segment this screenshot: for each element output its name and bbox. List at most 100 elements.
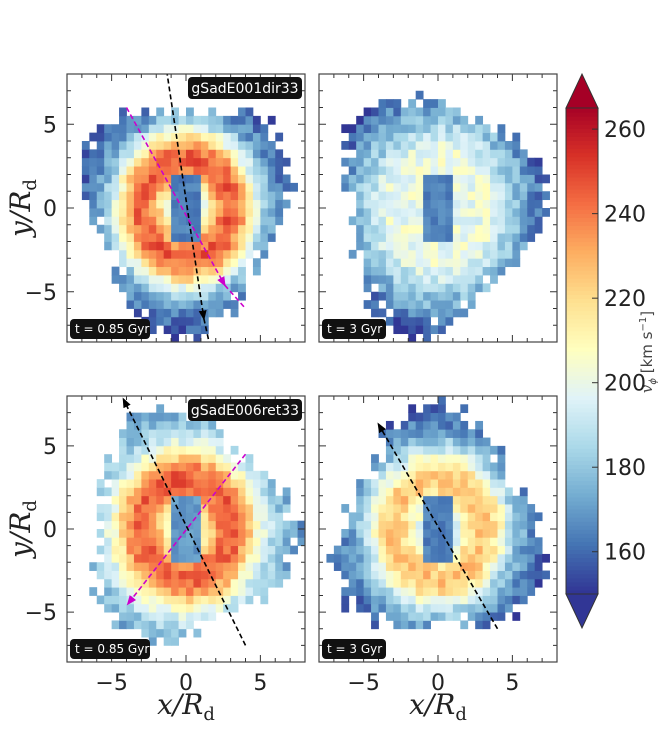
heatmap-cell — [438, 208, 446, 217]
heatmap-cell — [371, 216, 379, 226]
heatmap-cell — [504, 141, 513, 150]
heatmap-cell — [393, 157, 402, 167]
heatmap-cell — [230, 258, 239, 268]
heatmap-cell — [400, 283, 409, 293]
heatmap-cell — [467, 149, 476, 159]
heatmap-cell — [148, 157, 157, 167]
heatmap-cell — [208, 124, 217, 134]
heatmap-cell — [171, 578, 179, 588]
heatmap-cell — [490, 578, 498, 588]
heatmap-cell — [452, 487, 461, 497]
heatmap-cell — [393, 462, 402, 472]
heatmap-cell — [111, 275, 120, 284]
heatmap-cell — [200, 420, 209, 430]
heatmap-cell — [467, 249, 476, 259]
heatmap-cell — [534, 570, 543, 580]
heatmap-cell — [452, 241, 461, 251]
heatmap-cell — [393, 587, 402, 596]
heatmap-cell — [490, 487, 498, 497]
heatmap-cell — [371, 149, 379, 159]
heatmap-cell — [126, 562, 135, 571]
heatmap-cell — [111, 495, 120, 505]
heatmap-cell — [490, 479, 498, 488]
heatmap-cell — [223, 233, 232, 242]
heatmap-cell — [363, 562, 372, 571]
heatmap-cell — [452, 495, 461, 505]
heatmap-cell — [133, 545, 142, 555]
heatmap-cell — [504, 249, 513, 259]
heatmap-cell — [400, 325, 409, 335]
heatmap-cell — [133, 445, 142, 455]
colorbar-tick-label: 240 — [604, 203, 646, 228]
heatmap-cell — [200, 470, 209, 480]
heatmap-cell — [445, 437, 454, 447]
heatmap-cell — [156, 199, 165, 209]
heatmap-cell — [104, 587, 113, 596]
heatmap-cell — [371, 479, 379, 488]
heatmap-cell — [111, 504, 120, 513]
heatmap-cell — [385, 479, 394, 488]
heatmap-cell — [141, 612, 150, 621]
heatmap-cell — [475, 149, 484, 159]
heatmap-cell — [126, 495, 135, 505]
heatmap-cell — [245, 537, 254, 547]
colorbar-segment — [566, 496, 598, 502]
heatmap-cell — [482, 587, 491, 596]
heatmap-cell — [141, 283, 150, 293]
heatmap-cell — [275, 495, 284, 505]
heatmap-cell — [230, 266, 239, 276]
heatmap-cell — [81, 174, 90, 184]
heatmap-cell — [133, 570, 142, 580]
heatmap-cell — [490, 275, 498, 284]
heatmap-cell — [415, 241, 424, 251]
heatmap-cell — [519, 224, 528, 234]
heatmap-cell — [482, 182, 491, 192]
heatmap-cell — [126, 462, 135, 472]
heatmap-cell — [385, 182, 394, 192]
heatmap-cell — [96, 174, 105, 184]
heatmap-cell — [356, 603, 365, 613]
heatmap-cell — [178, 157, 187, 167]
heatmap-cell — [527, 587, 536, 596]
heatmap-cell — [230, 174, 239, 184]
heatmap-cell — [275, 553, 284, 563]
heatmap-cell — [208, 595, 217, 605]
heatmap-cell — [230, 249, 239, 259]
heatmap-cell — [438, 107, 446, 117]
heatmap-cell — [238, 529, 246, 538]
heatmap-cell — [527, 166, 536, 175]
heatmap-cell — [445, 429, 454, 438]
heatmap-cell — [208, 603, 217, 613]
heatmap-cell — [467, 537, 476, 547]
heatmap-cell — [445, 182, 454, 192]
heatmap-cell — [119, 479, 127, 488]
heatmap-cell — [460, 275, 469, 284]
heatmap-cell — [156, 620, 165, 630]
heatmap-cell — [141, 216, 150, 226]
heatmap-cell — [200, 157, 209, 167]
heatmap-cell — [356, 570, 365, 580]
heatmap-cell — [475, 520, 484, 530]
heatmap-cell — [163, 325, 172, 335]
heatmap-cell — [467, 520, 476, 530]
heatmap-cell — [408, 182, 417, 192]
y-tick-label: 0 — [43, 518, 57, 543]
heatmap-cell — [475, 487, 484, 497]
heatmap-cell — [400, 529, 409, 538]
heatmap-cell — [156, 603, 165, 613]
heatmap-cell — [341, 504, 350, 513]
heatmap-cell — [178, 545, 187, 555]
heatmap-cell — [378, 512, 387, 522]
heatmap-cell — [133, 553, 142, 563]
heatmap-cells — [341, 90, 550, 342]
colorbar-segment — [566, 189, 598, 194]
heatmap-cell — [445, 141, 454, 150]
heatmap-cell — [171, 233, 179, 242]
heatmap-cell — [119, 562, 127, 571]
heatmap-cell — [193, 258, 202, 268]
heatmap-cell — [96, 208, 105, 217]
heatmap-cell — [141, 462, 150, 472]
heatmap-cell — [126, 191, 135, 201]
heatmap-cell — [519, 157, 528, 167]
heatmap-cell — [193, 224, 202, 234]
